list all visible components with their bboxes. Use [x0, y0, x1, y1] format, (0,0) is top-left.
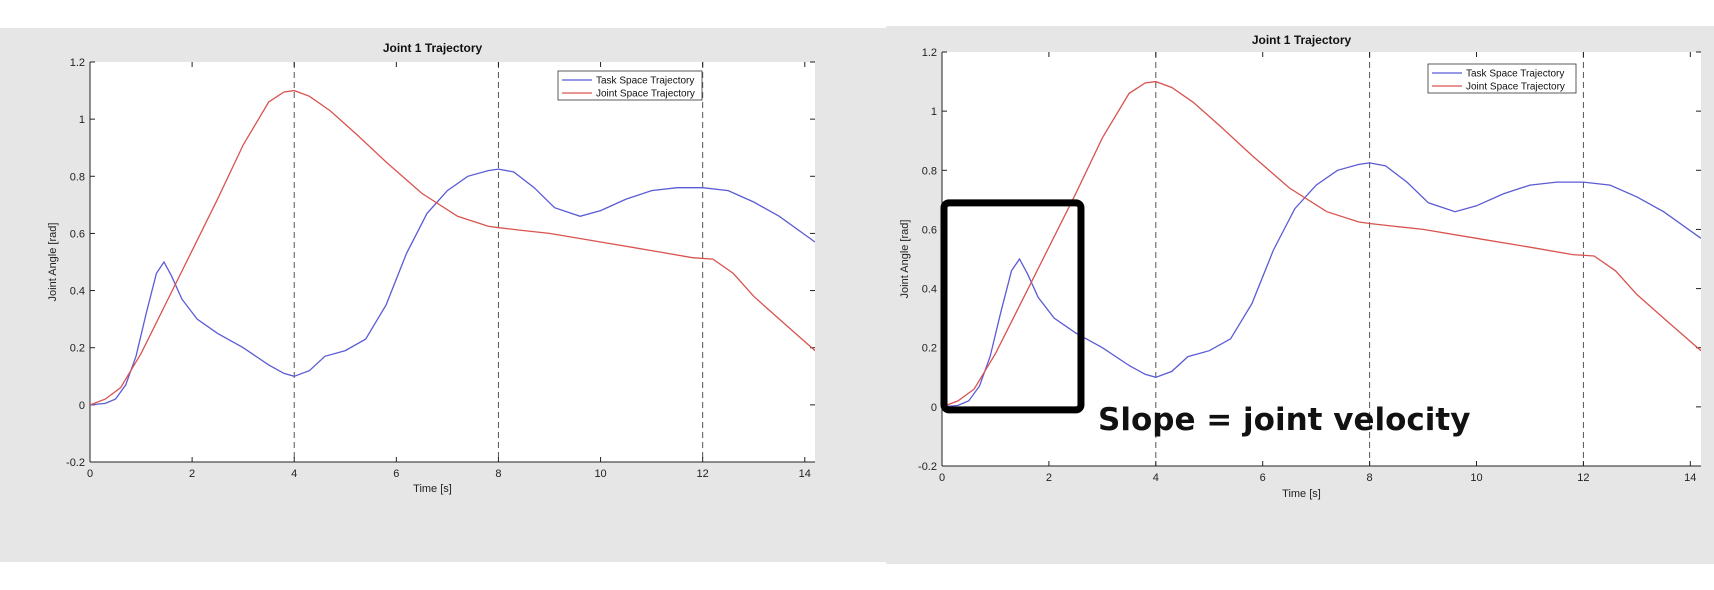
x-tick-label: 8: [1367, 472, 1373, 484]
legend-label: Joint Space Trajectory: [1466, 82, 1565, 93]
x-tick-label: 12: [697, 468, 709, 480]
chart-figure-right: 0 2 4 6 8 10 12 14 -0.2 0 0.2 0.4 0.6 0.8 1 1.2 Joint 1 …: [886, 26, 1714, 564]
y-tick-label: 1.2: [70, 57, 85, 69]
x-tick-label: 0: [939, 472, 945, 484]
x-tick-label: 4: [1153, 472, 1159, 484]
x-tick-label: 12: [1577, 472, 1589, 484]
y-axis-label: Joint Angle [rad]: [899, 220, 911, 299]
x-tick-label: 10: [594, 468, 606, 480]
plot-area: [942, 52, 1701, 466]
chart-title: Joint 1 Trajectory: [383, 41, 483, 55]
y-tick-label: 0.2: [922, 343, 937, 355]
y-tick-label: 1: [931, 106, 937, 118]
legend-box: [1427, 63, 1577, 94]
y-tick-label: 0.8: [922, 165, 937, 177]
x-tick-label: 14: [1684, 472, 1696, 484]
x-tick-label: 2: [1046, 472, 1052, 484]
y-tick-label: 0.2: [70, 343, 85, 355]
legend-box: [557, 70, 703, 101]
annotation-slope-label: Slope = joint velocity: [1098, 402, 1470, 438]
plot-area: [90, 62, 815, 462]
series-line-task-space: [90, 168, 815, 406]
y-tick-label: 0.6: [922, 224, 937, 236]
y-tick-label: 0.8: [70, 171, 85, 183]
y-tick-label: 0.6: [70, 228, 85, 240]
legend-label: Task Space Trajectory: [1466, 69, 1564, 80]
chart-title: Joint 1 Trajectory: [1252, 33, 1352, 47]
series-line-joint-space: [90, 89, 815, 406]
legend: Task Space Trajectory Joint Space Traject…: [1427, 63, 1577, 94]
y-tick-label: 1: [79, 114, 85, 126]
y-tick-label: -0.2: [66, 457, 85, 469]
y-tick-label: -0.2: [918, 461, 937, 473]
y-tick-label: 0.4: [70, 286, 85, 298]
series-line-joint-space: [942, 80, 1701, 408]
x-tick-label: 8: [495, 468, 501, 480]
x-axis-label: Time [s]: [413, 483, 452, 495]
y-tick-label: 1.2: [922, 47, 937, 59]
x-tick-label: 6: [1260, 472, 1266, 484]
legend: Task Space Trajectory Joint Space Traject…: [557, 70, 703, 101]
y-tick-label: 0: [79, 400, 85, 412]
legend-label: Joint Space Trajectory: [596, 89, 695, 100]
x-axis-label: Time [s]: [1282, 488, 1321, 500]
legend-label: Task Space Trajectory: [596, 76, 694, 87]
x-tick-label: 2: [189, 468, 195, 480]
y-tick-label: 0.4: [922, 284, 937, 296]
x-tick-label: 6: [393, 468, 399, 480]
x-tick-label: 10: [1470, 472, 1482, 484]
chart-figure-left: 0 2 4 6 8 10 12 14 -0.2 0 0.2 0.4 0.6 0.8 1 1.2 Joint 1 …: [0, 28, 886, 562]
y-axis-label: Joint Angle [rad]: [47, 223, 59, 302]
x-tick-label: 14: [799, 468, 811, 480]
y-tick-label: 0: [931, 402, 937, 414]
highlight-box: [940, 199, 1085, 414]
x-tick-label: 0: [87, 468, 93, 480]
series-line-task-space: [942, 162, 1701, 408]
x-tick-label: 4: [291, 468, 297, 480]
